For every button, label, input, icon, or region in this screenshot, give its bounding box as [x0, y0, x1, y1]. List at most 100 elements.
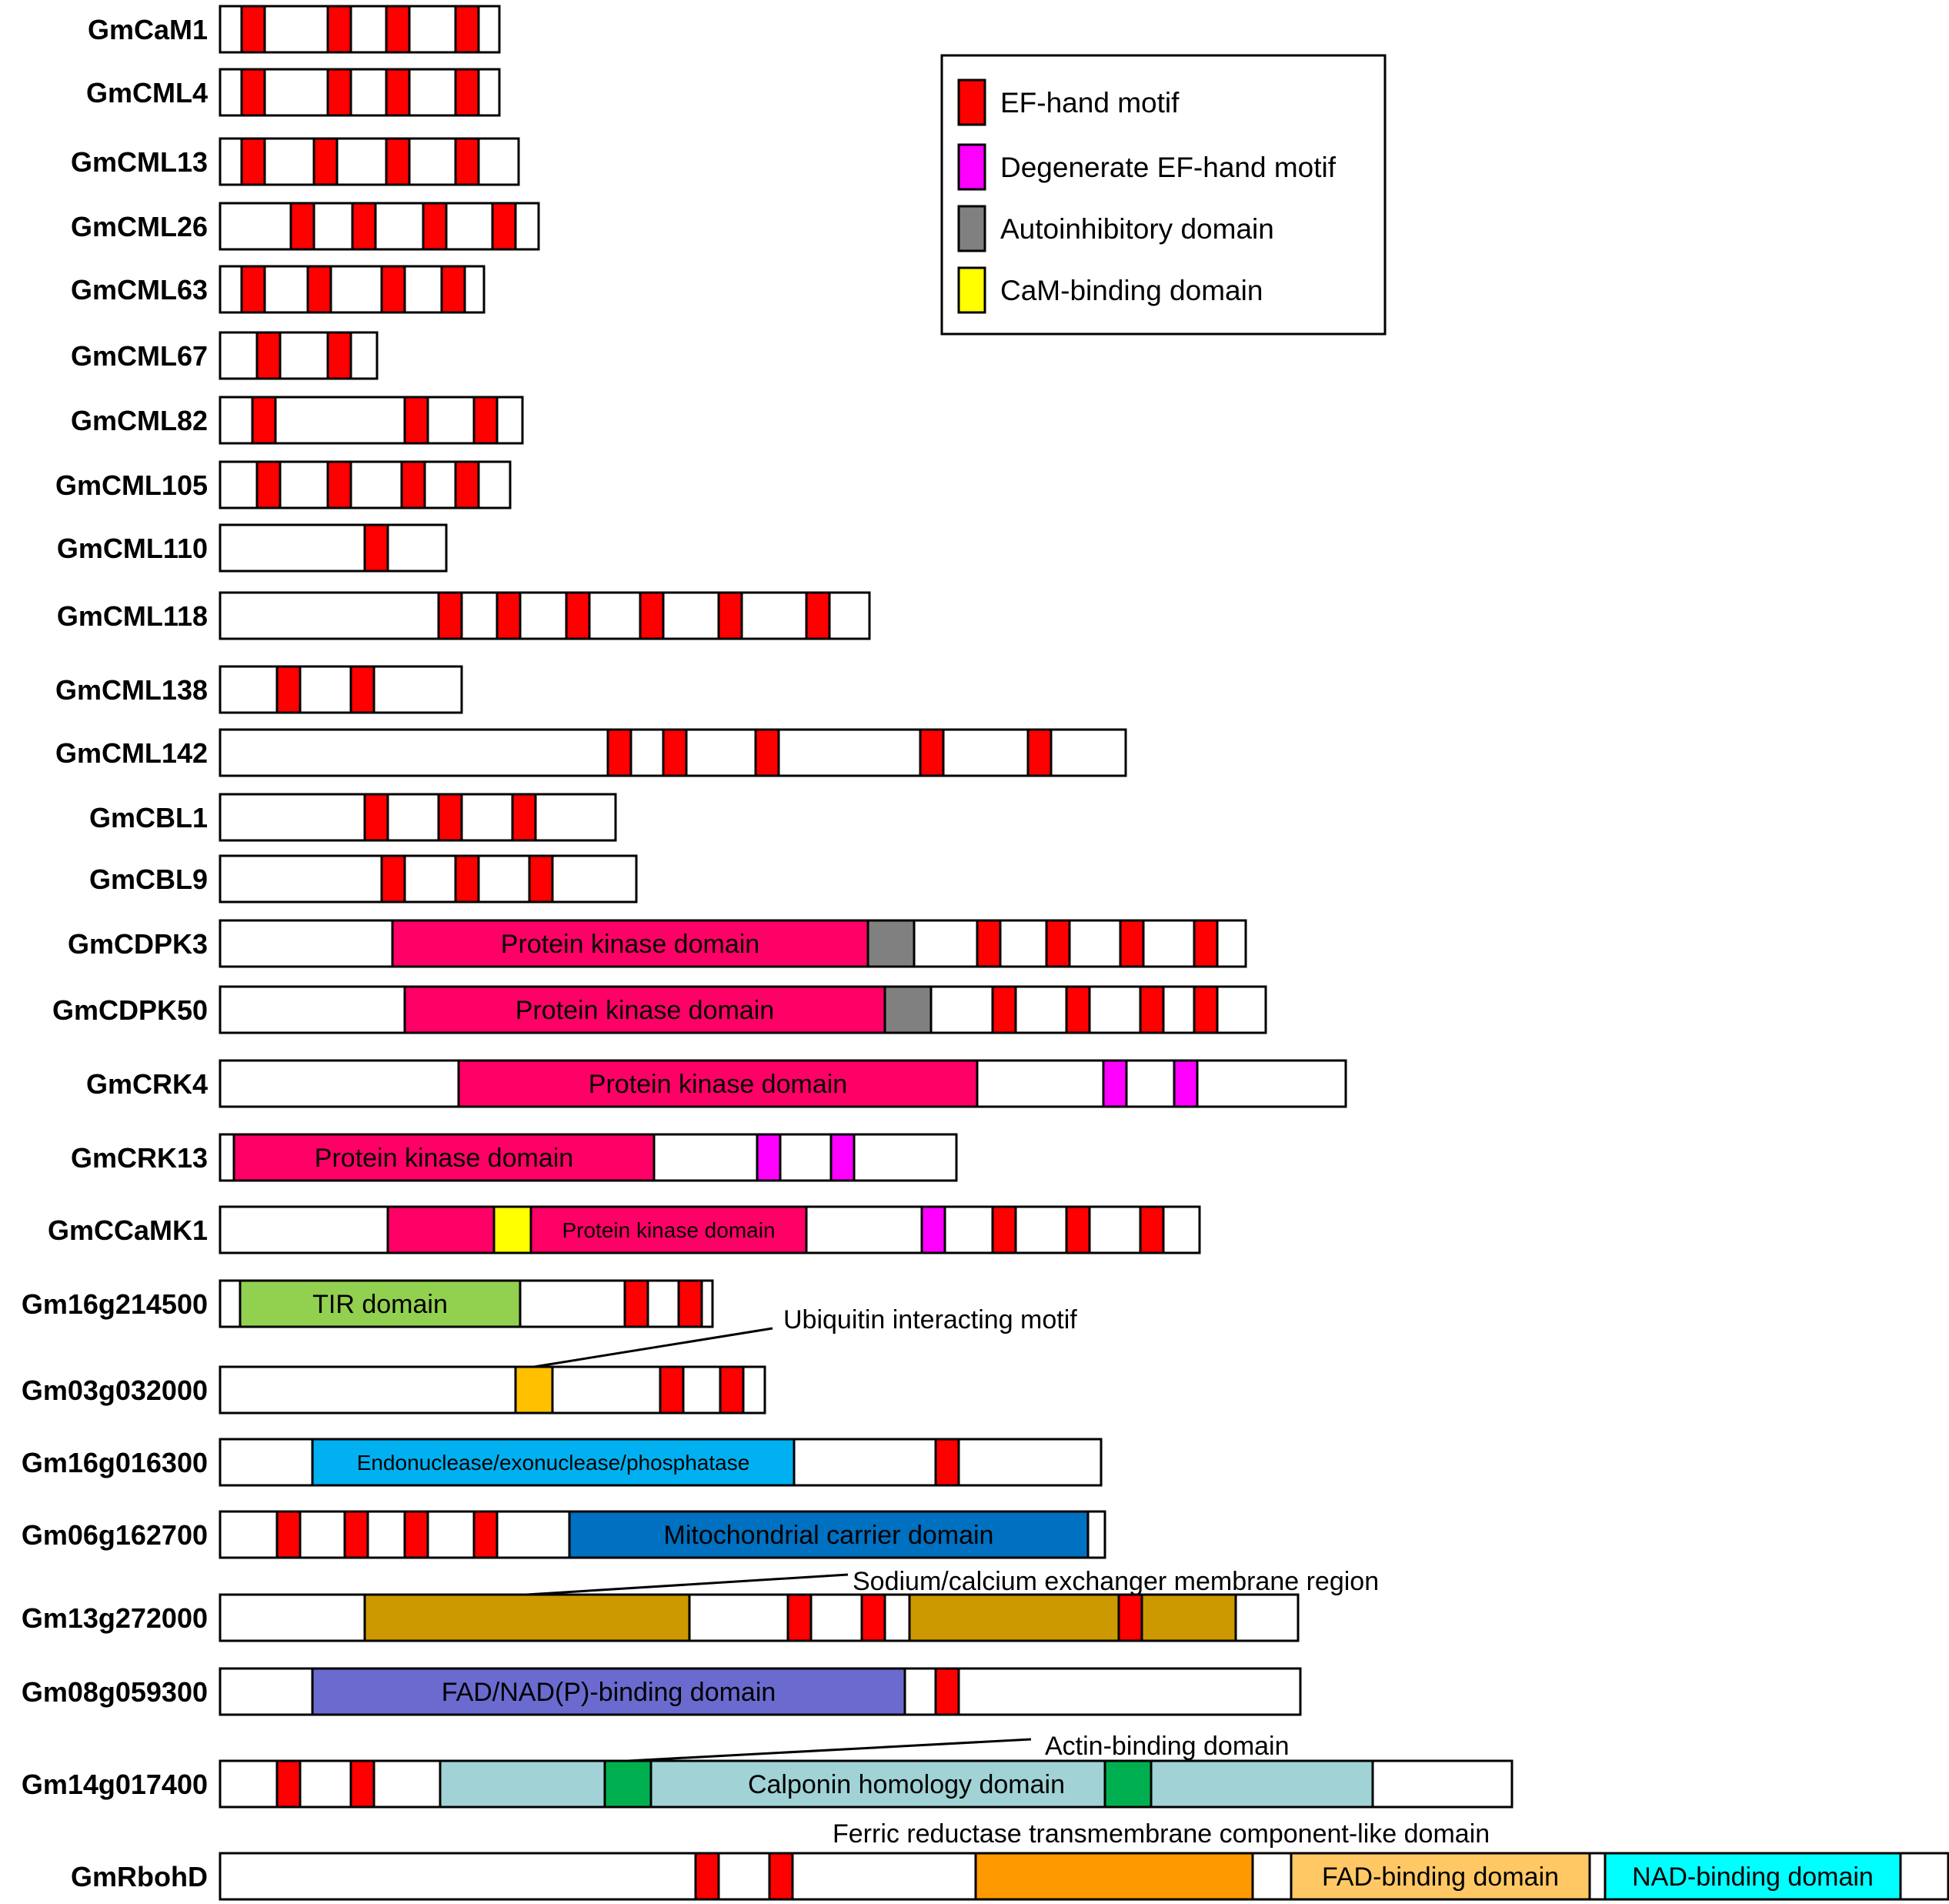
ef-hand-segment: [1193, 919, 1219, 968]
protein-row-gm16g016300: Gm16g016300 Endonuclease/exonuclease/phos…: [22, 1438, 1103, 1487]
ef-hand-segment: [326, 5, 352, 54]
protein-backbone: [219, 591, 871, 640]
protein-name: GmCML82: [71, 405, 208, 436]
actin-segment: [603, 1759, 652, 1809]
protein-name: Gm16g214500: [22, 1288, 208, 1320]
protein-row-gmcbl9: GmCBL9: [89, 854, 638, 904]
protein-row-gmcml63: GmCML63: [71, 265, 486, 314]
sodium-segment: [1140, 1593, 1237, 1642]
ef-hand-segment: [437, 591, 463, 640]
ef-hand-segment: [565, 591, 591, 640]
fad-binding-label: FAD-binding domain: [1322, 1862, 1559, 1892]
mito-label: Mitochondrial carrier domain: [664, 1521, 994, 1550]
actin-segment: [1103, 1759, 1153, 1809]
degenerate-ef-segment: [756, 1133, 782, 1182]
protein-backbone: [219, 202, 540, 251]
legend: EF-hand motif Degenerate EF-hand motif Aut…: [940, 54, 1387, 336]
ef-hand-segment: [403, 396, 429, 445]
protein-name: Gm08g059300: [22, 1676, 208, 1708]
protein-backbone: [219, 665, 463, 714]
ef-hand-segment: [275, 1510, 302, 1559]
legend-swatch-autoinhibitory: [957, 205, 986, 252]
ef-hand-segment: [275, 665, 302, 714]
fad-nadp-label: FAD/NAD(P)-binding domain: [442, 1678, 776, 1707]
protein-name: Gm03g032000: [22, 1375, 208, 1406]
degenerate-ef-segment: [920, 1205, 946, 1254]
protein-name: GmCRK4: [86, 1068, 208, 1100]
ef-hand-segment: [991, 1205, 1017, 1254]
protein-row-gmcml138: GmCML138: [55, 665, 463, 714]
protein-backbone: [219, 854, 638, 904]
protein-name: GmCDPK3: [68, 928, 208, 960]
protein-row-gmcml26: GmCML26: [71, 202, 540, 251]
ef-hand-segment: [1065, 985, 1091, 1034]
ef-hand-segment: [326, 68, 352, 117]
sodium-callout-line: [526, 1573, 849, 1596]
kinase-segment: [386, 1205, 496, 1254]
protein-name: GmRbohD: [71, 1861, 208, 1892]
protein-name: GmCRK13: [71, 1142, 208, 1174]
protein-name: GmCBL1: [89, 802, 208, 833]
protein-rows: GmCaM1 GmCML4 GmCML13 GmCML26 GmCML63 GmCML67…: [22, 5, 1949, 1901]
tir-label: TIR domain: [312, 1290, 448, 1319]
protein-row-gmcml82: GmCML82: [71, 396, 524, 445]
ef-hand-segment: [1139, 985, 1165, 1034]
ef-hand-segment: [662, 728, 688, 777]
ef-hand-segment: [639, 591, 665, 640]
ef-hand-segment: [1026, 728, 1053, 777]
uim-callout-line: [533, 1327, 773, 1368]
ef-hand-segment: [326, 331, 352, 380]
protein-name: GmCaM1: [88, 14, 208, 45]
protein-row-gmcam1: GmCaM1: [88, 5, 501, 54]
protein-row-gmcml118: GmCML118: [57, 591, 871, 640]
protein-backbone: [219, 523, 448, 573]
protein-row-gmcbl1: GmCBL1: [89, 793, 617, 842]
kinase-segment: [529, 1205, 808, 1254]
ef-hand-segment: [719, 1365, 745, 1415]
protein-row-gmcdpk50: GmCDPK50 Protein kinase domain: [52, 985, 1267, 1034]
calponin-label: Calponin homology domain: [748, 1770, 1065, 1799]
ef-hand-segment: [1045, 919, 1071, 968]
protein-name: GmCML67: [71, 340, 208, 372]
ef-hand-segment: [251, 396, 277, 445]
ef-hand-segment: [511, 793, 537, 842]
ef-hand-segment: [422, 202, 448, 251]
calponin-segment: [439, 1759, 1374, 1809]
ef-hand-segment: [860, 1593, 886, 1642]
legend-label: CaM-binding domain: [1000, 275, 1263, 306]
ef-hand-segment: [385, 137, 411, 186]
ef-hand-segment: [1119, 919, 1145, 968]
ef-hand-segment: [289, 202, 315, 251]
ef-hand-segment: [1193, 985, 1219, 1034]
ef-hand-segment: [496, 591, 522, 640]
protein-row-gm06g162700: Gm06g162700 Mitochondrial carrier domain: [22, 1510, 1106, 1559]
legend-label: Degenerate EF-hand motif: [1000, 152, 1337, 183]
kinase-label: Protein kinase domain: [501, 930, 759, 959]
ef-hand-segment: [754, 728, 780, 777]
fad-nadp-segment: [311, 1667, 906, 1716]
actin-callout-line: [627, 1738, 1032, 1762]
ef-hand-segment: [312, 137, 339, 186]
nad-binding-label: NAD-binding domain: [1632, 1862, 1874, 1892]
callouts: Ubiquitin interacting motif Sodium/calciu…: [526, 1305, 1490, 1849]
ef-hand-segment: [976, 919, 1002, 968]
sodium-segment: [363, 1593, 691, 1642]
kinase-segment: [391, 919, 869, 968]
protein-name: Gm16g016300: [22, 1447, 208, 1478]
ef-hand-segment: [528, 854, 554, 904]
ferric-callout-label: Ferric reductase transmembrane component…: [833, 1819, 1490, 1849]
ef-hand-segment: [385, 5, 411, 54]
protein-row-gmcrk4: GmCRK4 Protein kinase domain: [86, 1059, 1347, 1108]
ef-hand-segment: [351, 202, 377, 251]
ef-hand-segment: [380, 265, 406, 314]
protein-backbone: [219, 5, 501, 54]
protein-row-gmcml142: GmCML142: [55, 728, 1127, 777]
ef-hand-segment: [275, 1759, 302, 1809]
ef-hand-segment: [240, 5, 266, 54]
protein-name: GmCCaMK1: [48, 1214, 208, 1246]
ef-hand-segment: [385, 68, 411, 117]
ef-hand-segment: [1139, 1205, 1165, 1254]
ef-hand-segment: [717, 591, 743, 640]
protein-name: GmCML110: [57, 533, 208, 564]
